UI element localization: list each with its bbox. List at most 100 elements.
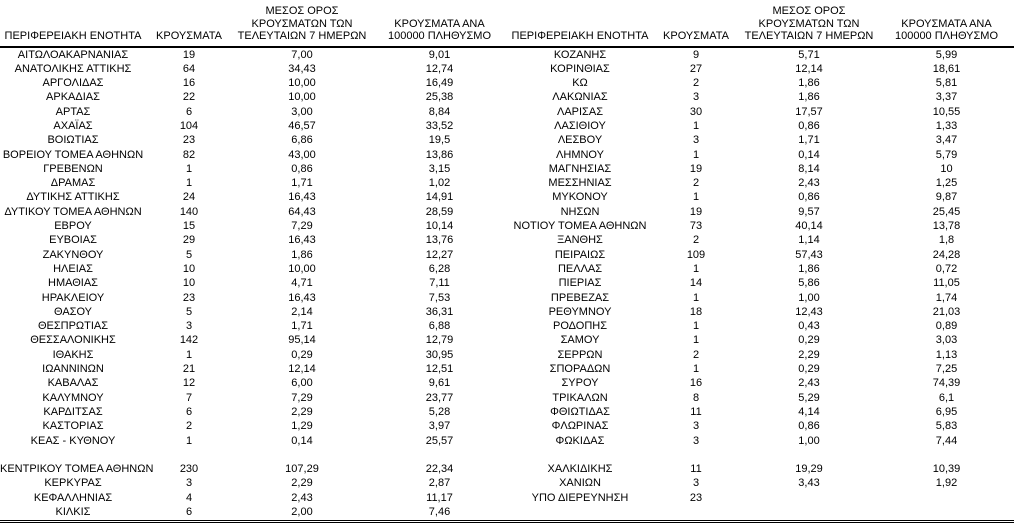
per100k-value: 6,95	[935, 405, 958, 418]
per100k-value: 3,47	[935, 134, 958, 147]
region-name: ΗΛΕΙΑΣ	[53, 262, 93, 275]
region-name: ΑΝΑΤΟΛΙΚΗΣ ΑΤΤΙΚΗΣ	[14, 62, 132, 75]
region-name: ΥΠΟ ΔΙΕΡΕΥΝΗΣΗ	[531, 491, 629, 504]
cases-value: 1	[185, 434, 193, 447]
per100k-value: 9,01	[428, 48, 451, 61]
cases-value: 230	[179, 463, 199, 476]
region-name: ΖΑΚΥΝΘΟΥ	[42, 248, 104, 261]
table-row: ΠΡΕΒΕΖΑΣ 1 1,00 1,74	[507, 291, 1014, 305]
table-row: ΚΙΛΚΙΣ 6 2,00 7,46	[0, 505, 507, 519]
avg7-value: 0,86	[798, 119, 820, 132]
region-name: ΑΙΤΩΛΟΑΚΑΡΝΑΝΙΑΣ	[17, 48, 129, 61]
cases-value: 5	[185, 248, 193, 261]
table-row: ΛΗΜΝΟΥ 1 0,14 5,79	[507, 148, 1014, 162]
column-header-region-label: ΠΕΡΙΦΕΡΕΙΑΚΗ ΕΝΟΤΗΤΑ	[511, 30, 649, 42]
column-header-cases: ΚΡΟΥΣΜΑΤΑ	[653, 30, 739, 46]
table-row: ΒΟΡΕΙΟΥ ΤΟΜΕΑ ΑΘΗΝΩΝ 82 43,00 13,86	[0, 148, 507, 162]
region-name: ΚΙΛΚΙΣ	[55, 506, 91, 518]
avg7-value: 17,57	[795, 105, 823, 118]
table-row: ΓΡΕΒΕΝΩΝ 1 0,86 3,15	[0, 162, 507, 176]
table-row: ΔΡΑΜΑΣ 1 1,71 1,02	[0, 176, 507, 190]
table-row: ΔΥΤΙΚΟΥ ΤΟΜΕΑ ΑΘΗΝΩΝ 140 64,43 28,59	[0, 205, 507, 219]
region-name: ΙΘΑΚΗΣ	[52, 348, 94, 361]
cases-value: 1	[692, 262, 700, 275]
cases-value: 2	[692, 77, 700, 90]
avg7-value: 40,14	[795, 220, 823, 233]
table-row: ΜΑΓΝΗΣΙΑΣ 19 8,14 10	[507, 162, 1014, 176]
table-row: ΦΘΙΩΤΙΔΑΣ 11 4,14 6,95	[507, 405, 1014, 419]
avg7-value: 2,29	[291, 477, 313, 490]
per100k-value: 14,91	[425, 191, 454, 204]
region-name: ΣΑΜΟΥ	[560, 334, 600, 347]
avg7-value: 64,43	[288, 205, 316, 218]
per100k-value: 1,02	[428, 177, 451, 190]
table-body-right: ΚΟΖΑΝΗΣ 9 5,71 5,99 ΚΟΡΙΝΘΙΑΣ 27 12,14 1…	[507, 48, 1014, 520]
cases-value: 82	[182, 148, 196, 161]
column-header-cases: ΚΡΟΥΣΜΑΤΑ	[146, 30, 232, 46]
avg7-value: 2,14	[291, 305, 313, 318]
table-row: ΑΡΓΟΛΙΔΑΣ 16 10,00 16,49	[0, 76, 507, 90]
region-name: ΜΕΣΣΗΝΙΑΣ	[548, 177, 612, 190]
per100k-value: 10	[940, 162, 953, 175]
per100k-value: 12,74	[425, 62, 454, 75]
region-name: ΚΑΛΥΜΝΟΥ	[42, 391, 104, 404]
avg7-value: 1,00	[798, 291, 820, 304]
table-header-left: ΠΕΡΙΦΕΡΕΙΑΚΗ ΕΝΟΤΗΤΑ ΚΡΟΥΣΜΑΤΑ ΜΕΣΟΣ ΟΡΟ…	[0, 5, 507, 46]
avg7-value: 1,29	[291, 420, 313, 433]
avg7-value: 7,29	[291, 391, 313, 404]
avg7-value: 1,86	[798, 91, 820, 104]
cases-value: 18	[689, 305, 703, 318]
region-name: ΛΑΡΙΣΑΣ	[556, 105, 603, 118]
table-row: ΣΕΡΡΩΝ 2 2,29 1,13	[507, 348, 1014, 362]
table-row: ΛΑΡΙΣΑΣ 30 17,57 10,55	[507, 105, 1014, 119]
cases-value: 19	[689, 162, 703, 175]
region-name: ΡΟΔΟΠΗΣ	[552, 320, 608, 333]
avg7-value: 2,43	[798, 177, 820, 190]
column-header-region-label: ΠΕΡΙΦΕΡΕΙΑΚΗ ΕΝΟΤΗΤΑ	[4, 30, 142, 42]
avg7-value: 1,86	[798, 262, 820, 275]
region-name: ΛΕΣΒΟΥ	[557, 134, 603, 147]
avg7-value: 1,71	[798, 134, 820, 147]
table-row: ΚΑΡΔΙΤΣΑΣ 6 2,29 5,28	[0, 405, 507, 419]
per100k-value: 30,95	[425, 348, 454, 361]
table-row: ΧΑΝΙΩΝ 3 3,43 1,92	[507, 476, 1014, 490]
cases-value: 3	[692, 434, 700, 447]
per100k-value: 10,14	[425, 220, 454, 233]
avg7-value: 6,00	[291, 377, 313, 390]
per100k-value: 1,92	[935, 477, 958, 490]
table-row: ΝΟΤΙΟΥ ΤΟΜΕΑ ΑΘΗΝΩΝ 73 40,14 13,78	[507, 219, 1014, 233]
region-name: ΣΥΡΟΥ	[561, 377, 599, 390]
cases-value: 73	[689, 220, 703, 233]
cases-value: 2	[692, 348, 700, 361]
per100k-value: 2,87	[428, 477, 451, 490]
table-row: ΣΑΜΟΥ 1 0,29 3,03	[507, 333, 1014, 347]
column-header-per100k: ΚΡΟΥΣΜΑΤΑ ΑΝΑ 100000 ΠΛΗΘΥΣΜΟ	[879, 18, 1014, 46]
avg7-value: 7,00	[291, 48, 313, 61]
region-name: ΕΒΡΟΥ	[54, 220, 92, 233]
table-row: ΚΑΣΤΟΡΙΑΣ 2 1,29 3,97	[0, 419, 507, 433]
avg7-value: 19,29	[795, 463, 823, 476]
region-name: ΚΑΒΑΛΑΣ	[47, 377, 99, 390]
per100k-value: 7,46	[428, 506, 451, 518]
region-name: ΒΟΡΕΙΟΥ ΤΟΜΕΑ ΑΘΗΝΩΝ	[2, 148, 144, 161]
table-row: ΜΥΚΟΝΟΥ 1 0,86 9,87	[507, 190, 1014, 204]
avg7-value: 0,29	[798, 363, 820, 376]
per100k-value: 13,78	[932, 220, 961, 233]
avg7-value: 95,14	[288, 334, 316, 347]
region-name: ΤΡΙΚΑΛΩΝ	[552, 391, 608, 404]
cases-value: 1	[185, 348, 193, 361]
column-header-per100k-label: ΚΡΟΥΣΜΑΤΑ ΑΝΑ 100000 ΠΛΗΘΥΣΜΟ	[387, 17, 492, 43]
table-row: ΡΕΘΥΜΝΟΥ 18 12,43 21,03	[507, 305, 1014, 319]
avg7-value: 16,43	[288, 191, 316, 204]
cases-value: 1	[185, 177, 193, 190]
table-row: ΛΕΣΒΟΥ 3 1,71 3,47	[507, 133, 1014, 147]
cases-value: 104	[179, 119, 199, 132]
per100k-value: 1,8	[938, 234, 955, 247]
avg7-value: 0,14	[798, 148, 820, 161]
table-row: ΖΑΚΥΝΘΟΥ 5 1,86 12,27	[0, 248, 507, 262]
per100k-value: 9,87	[935, 191, 958, 204]
avg7-value: 107,29	[285, 463, 319, 476]
region-name: ΗΜΑΘΙΑΣ	[48, 277, 98, 290]
avg7-value: 8,14	[798, 162, 820, 175]
region-name: ΕΥΒΟΙΑΣ	[49, 234, 97, 247]
